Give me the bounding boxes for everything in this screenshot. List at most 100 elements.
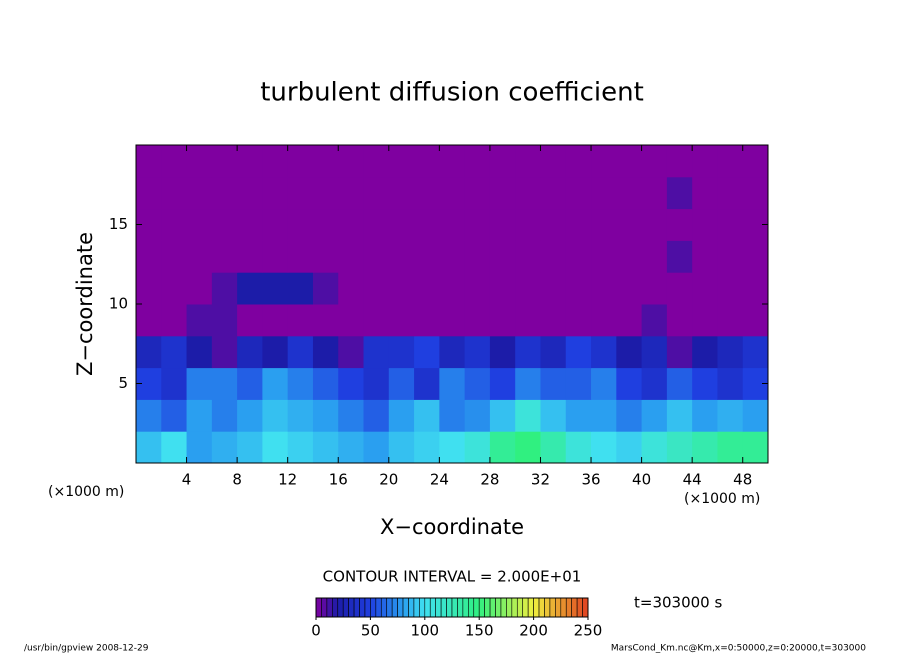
x-unit: (×1000 m) <box>48 484 124 500</box>
field-cell <box>287 431 314 464</box>
field-cell <box>515 272 541 305</box>
field-cell <box>262 145 289 178</box>
x-tick-label: 28 <box>480 471 499 489</box>
colorbar-band <box>468 597 475 618</box>
field-cell <box>136 304 162 337</box>
field-cell <box>161 240 188 273</box>
x-tick-label: 20 <box>379 471 398 489</box>
field-cell <box>312 431 339 464</box>
field-cell <box>666 399 693 432</box>
field-cell <box>717 399 744 432</box>
field-cell <box>211 208 238 241</box>
field-cell <box>540 240 567 273</box>
field-cell <box>439 399 466 432</box>
field-cell <box>414 208 440 241</box>
field-cell <box>237 176 263 210</box>
field-cell <box>136 335 162 369</box>
field-cell <box>641 335 668 369</box>
field-cell <box>565 208 592 241</box>
footer-right: MarsCond_Km.nc@Km,x=0:50000,z=0:20000,t=… <box>611 644 866 654</box>
colorbar-band <box>522 597 529 618</box>
field-cell <box>237 399 263 432</box>
colorbar-band <box>424 597 431 618</box>
field-cell <box>692 367 718 400</box>
field-cell <box>540 208 567 241</box>
field-cell <box>692 272 718 305</box>
field-cell <box>641 208 668 241</box>
field-cell <box>312 367 339 400</box>
field-cell <box>287 176 314 210</box>
field-cell <box>312 272 339 305</box>
field-cell <box>692 240 718 273</box>
field-cell <box>489 145 516 178</box>
field-cell <box>591 399 617 432</box>
field-cell <box>641 304 668 337</box>
field-cell <box>136 176 162 210</box>
colorbar-band <box>419 597 426 618</box>
field-cell <box>591 176 617 210</box>
field-cell <box>237 145 263 178</box>
field-cell <box>186 431 213 464</box>
colorbar-band <box>429 597 436 618</box>
field-cell <box>641 399 668 432</box>
field-cell <box>211 399 238 432</box>
field-cell <box>439 208 466 241</box>
field-cell <box>666 367 693 400</box>
colorbar-band <box>446 597 453 618</box>
field-cell <box>211 304 238 337</box>
field-cell <box>439 367 466 400</box>
x-tick-label: 4 <box>182 471 192 489</box>
footer-left: /usr/bin/gpview 2008-12-29 <box>24 644 149 654</box>
field-cell <box>591 145 617 178</box>
field-cell <box>211 145 238 178</box>
colorbar-band <box>473 597 480 618</box>
colorbar-band <box>364 597 371 618</box>
colorbar-band <box>359 597 366 618</box>
field-cell <box>717 240 744 273</box>
field-cell <box>565 304 592 337</box>
colorbar-band <box>560 597 567 618</box>
field-cell <box>616 272 643 305</box>
x-axis-label: X−coordinate <box>380 515 524 539</box>
x-tick-label: 48 <box>733 471 752 489</box>
field-cell <box>287 145 314 178</box>
field-cell <box>161 431 188 464</box>
field-cell <box>312 399 339 432</box>
field-cell <box>262 240 289 273</box>
field-cell <box>540 335 567 369</box>
field-cell <box>565 145 592 178</box>
field-cell <box>616 208 643 241</box>
field-cell <box>237 335 263 369</box>
field-cell <box>186 304 213 337</box>
field-cell <box>338 431 365 464</box>
field-cell <box>692 208 718 241</box>
field-cell <box>439 145 466 178</box>
field-cell <box>489 335 516 369</box>
field-cell <box>692 431 718 464</box>
field-cell <box>388 399 415 432</box>
field-cell <box>540 176 567 210</box>
field-cell <box>439 272 466 305</box>
field-cell <box>515 240 541 273</box>
field-cell <box>136 399 162 432</box>
field-cell <box>464 367 491 400</box>
field-cell <box>464 272 491 305</box>
colorbar-tick-label: 100 <box>410 622 439 640</box>
colorbar-band <box>549 597 556 618</box>
field-cell <box>211 431 238 464</box>
field-cell <box>414 367 440 400</box>
field-cell <box>237 304 263 337</box>
colorbar-band <box>370 597 377 618</box>
field-cell <box>464 240 491 273</box>
field-cell <box>540 431 567 464</box>
field-cell <box>186 145 213 178</box>
field-cell <box>515 367 541 400</box>
field-cell <box>464 208 491 241</box>
field-cell <box>515 208 541 241</box>
field-cell <box>565 399 592 432</box>
field-cell <box>186 367 213 400</box>
field-cell <box>338 399 365 432</box>
field-cell <box>363 208 390 241</box>
x-tick-label: 44 <box>683 471 702 489</box>
